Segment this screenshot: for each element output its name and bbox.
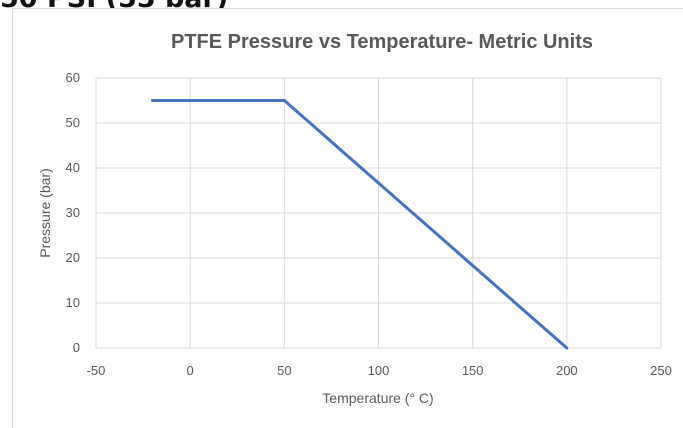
x-tick-label: 150	[462, 363, 484, 378]
y-tick-label: 10	[66, 295, 80, 310]
chart-title: PTFE Pressure vs Temperature- Metric Uni…	[171, 31, 593, 53]
x-tick-label: 250	[650, 363, 672, 378]
x-tick-label: -50	[87, 363, 106, 378]
y-tick-label: 50	[66, 115, 80, 130]
y-tick-label: 20	[66, 250, 80, 265]
x-tick-label: 100	[368, 363, 390, 378]
x-axis-title: Temperature (° C)	[322, 390, 433, 406]
gridlines	[96, 77, 662, 348]
y-tick-label: 30	[66, 205, 80, 220]
x-tick-label: 200	[556, 363, 578, 378]
series-line	[151, 99, 569, 350]
tick-labels: 0 10 20 30 40 50 60 -50 0 50 100 150 200 250	[66, 70, 672, 378]
y-tick-label: 60	[66, 70, 80, 85]
x-tick-label: 0	[187, 363, 194, 378]
y-tick-label: 40	[66, 160, 80, 175]
y-axis-title: Pressure (bar)	[37, 168, 53, 257]
y-tick-label: 0	[73, 340, 80, 355]
series-group	[151, 99, 569, 350]
x-tick-label: 50	[277, 363, 291, 378]
